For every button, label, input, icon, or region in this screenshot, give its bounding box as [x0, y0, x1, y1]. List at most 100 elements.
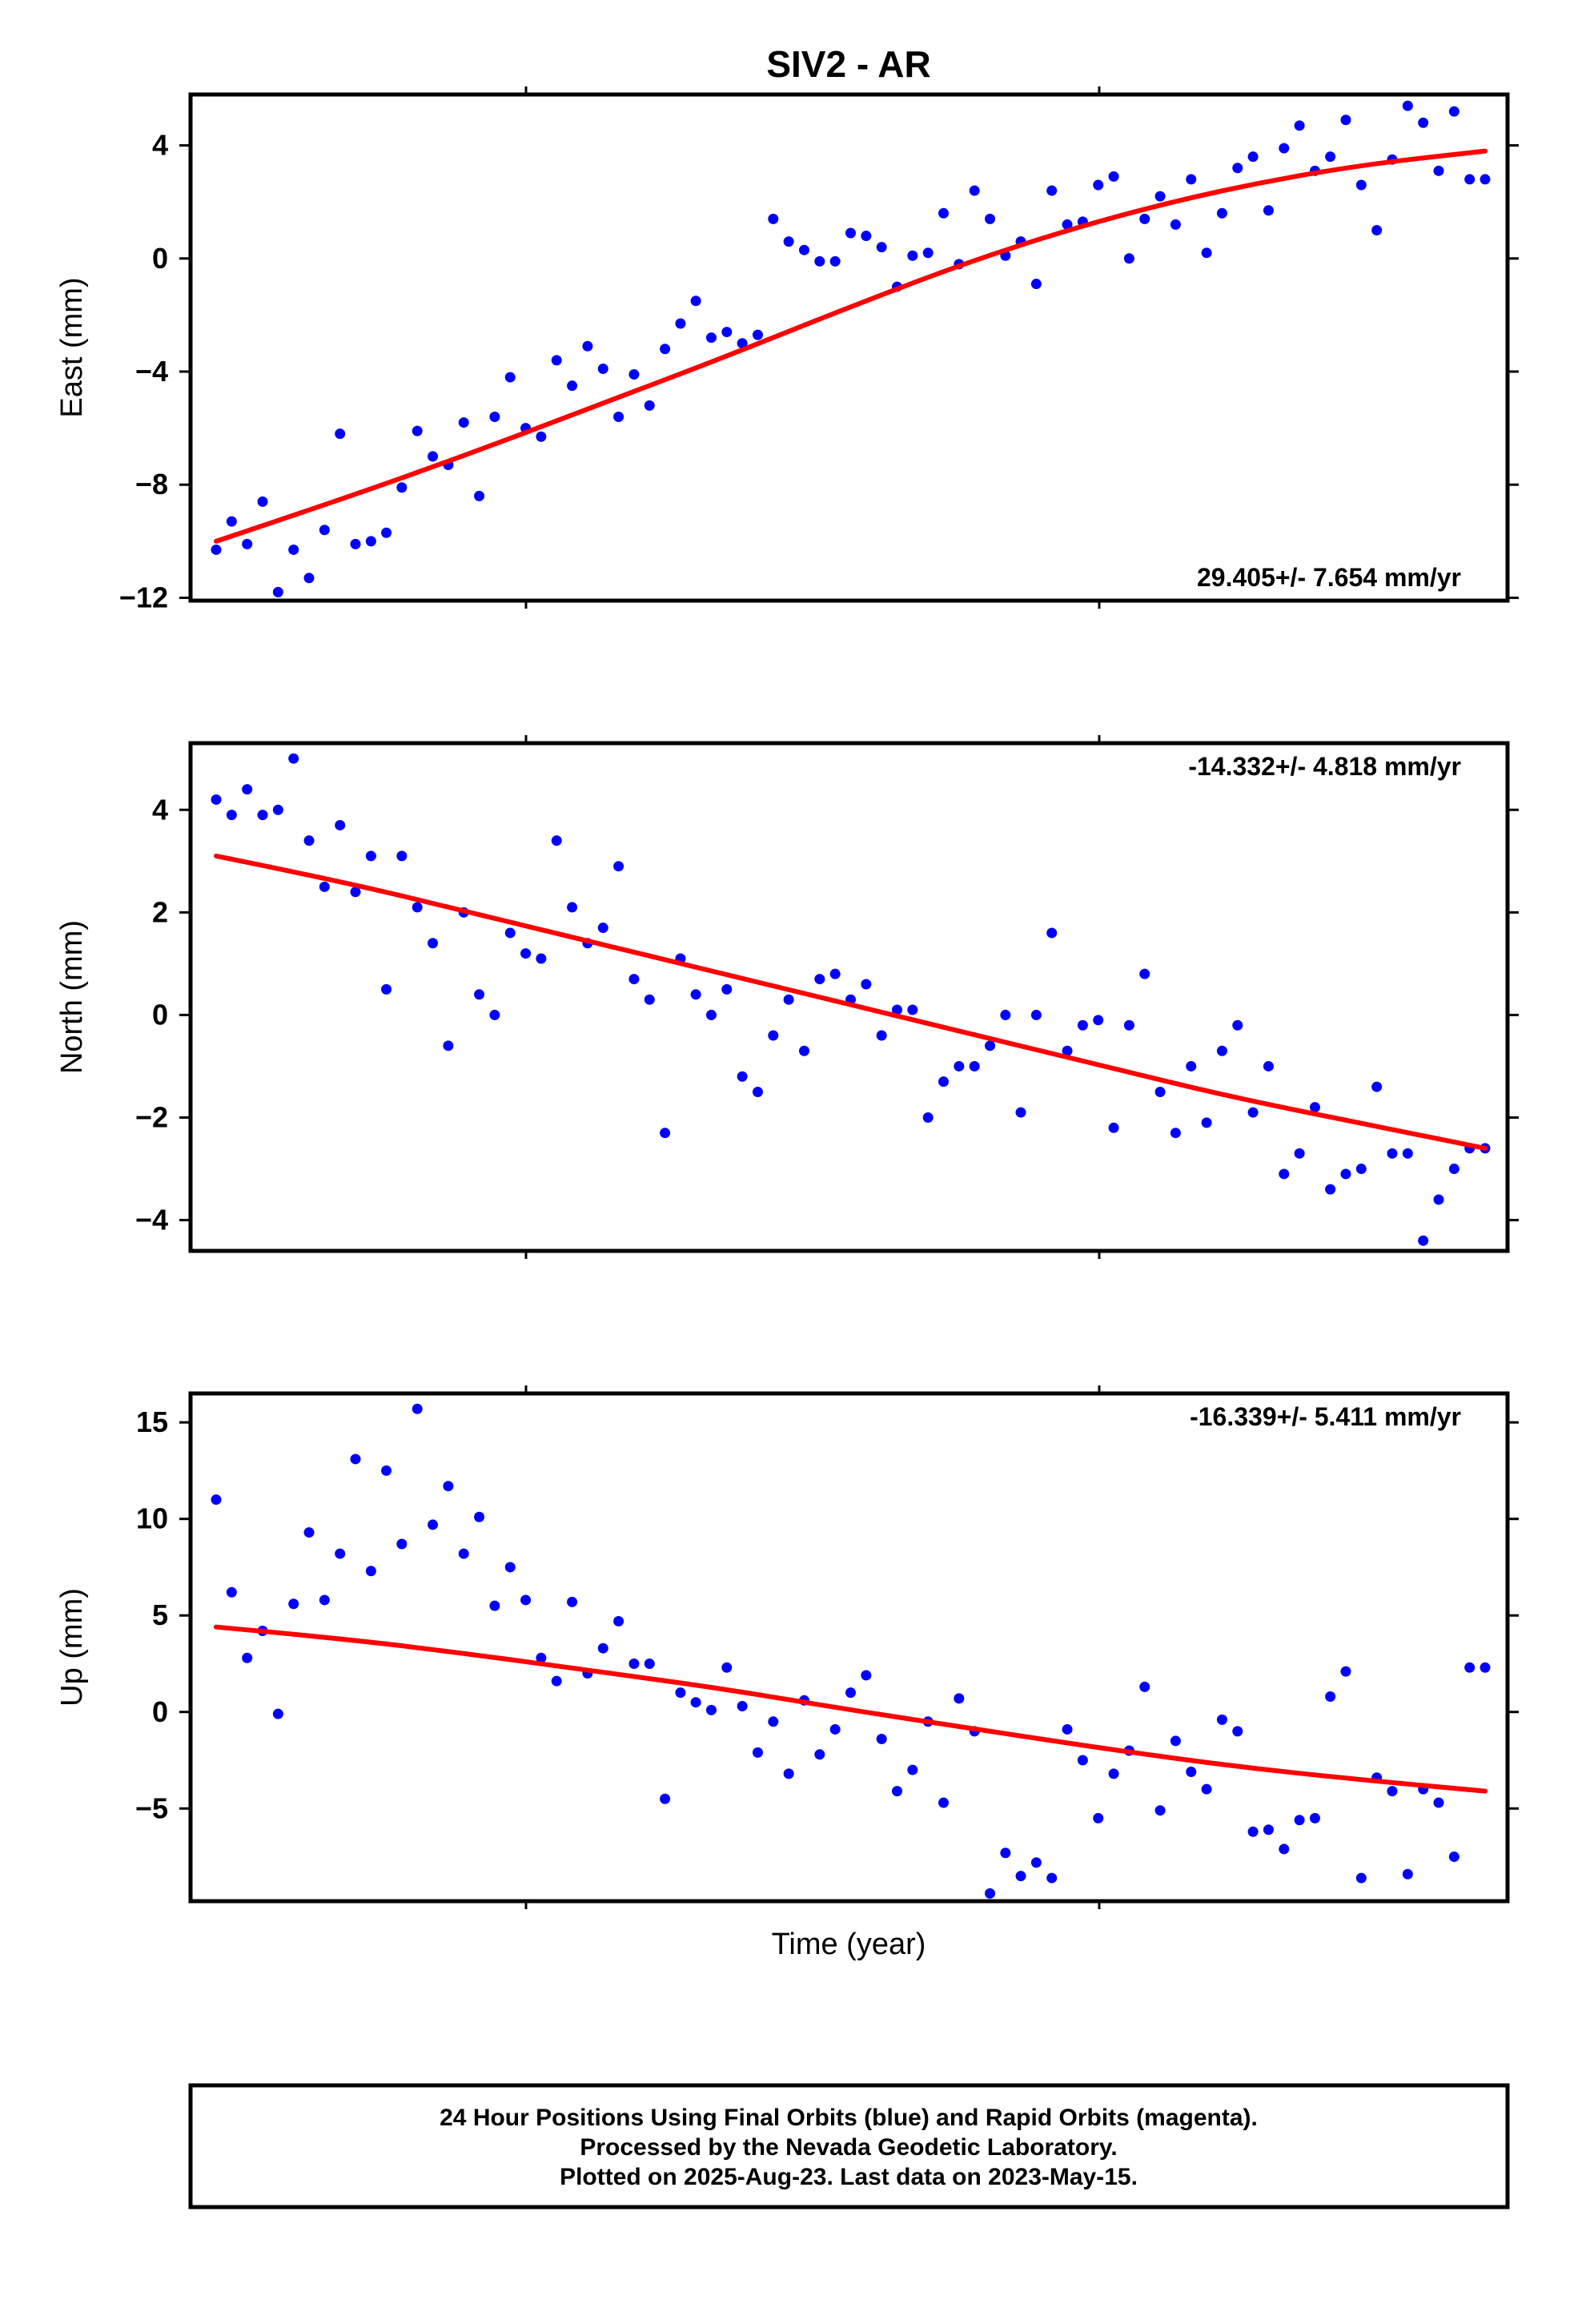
footer-box: 24 Hour Positions Using Final Orbits (bl…: [188, 2083, 1510, 2209]
east-data-point: [1170, 219, 1181, 230]
east-data-point: [907, 250, 918, 261]
east-data-point: [211, 544, 222, 555]
up-data-point: [675, 1687, 686, 1699]
north-data-point: [597, 923, 608, 934]
north-data-point: [1263, 1060, 1274, 1072]
north-data-point: [1418, 1235, 1429, 1246]
east-data-point: [1232, 163, 1243, 174]
east-data-point: [1355, 179, 1367, 191]
north-data-point: [288, 753, 299, 764]
up-data-point: [1480, 1662, 1491, 1673]
east-data-point: [551, 355, 562, 366]
east-data-point: [1480, 174, 1491, 185]
north-data-point: [504, 927, 516, 939]
north-data-point: [428, 938, 439, 949]
north-data-point: [412, 902, 423, 913]
north-data-point: [1294, 1148, 1305, 1159]
east-data-point: [536, 431, 547, 442]
north-data-point: [660, 1128, 671, 1139]
footer-line-2: Processed by the Nevada Geodetic Laborat…: [580, 2134, 1117, 2161]
north-data-point: [443, 1040, 454, 1051]
east-data-point: [1123, 253, 1134, 264]
north-plot-frame: [188, 741, 1510, 1253]
east-data-point: [1371, 224, 1383, 235]
east-data-point: [705, 332, 717, 344]
east-data-point: [242, 538, 253, 549]
north-data-point: [1170, 1128, 1181, 1139]
up-data-point: [1402, 1868, 1413, 1880]
north-data-point: [1247, 1107, 1259, 1118]
up-data-point: [1355, 1872, 1367, 1884]
up-plot-frame: [188, 1391, 1510, 1904]
up-data-point: [319, 1594, 330, 1606]
up-data-point: [737, 1701, 748, 1712]
up-data-point: [1000, 1848, 1011, 1859]
east-panel: 4 0 −4 −8 −12 East (mm) 29.405+/- 7.654 mm/yr: [55, 86, 1519, 613]
north-data-point: [1201, 1117, 1212, 1128]
north-data-point: [1077, 1019, 1088, 1031]
north-y-tick-label: −4: [135, 1204, 168, 1236]
up-data-point: [381, 1465, 392, 1476]
north-y-tick-label: −2: [135, 1100, 168, 1133]
up-data-point: [1340, 1666, 1351, 1677]
east-data-point: [350, 538, 361, 549]
north-data-point: [721, 983, 733, 995]
east-data-point: [721, 327, 733, 338]
up-data-point: [644, 1658, 655, 1669]
up-data-point: [1216, 1714, 1227, 1725]
north-data-point: [954, 1060, 965, 1072]
up-data-point: [829, 1723, 841, 1735]
up-data-point: [1309, 1812, 1320, 1823]
up-y-tick-label: 15: [136, 1405, 168, 1438]
east-y-tick-label: −12: [119, 581, 168, 613]
east-data-point: [1294, 120, 1305, 131]
up-data-point: [567, 1596, 578, 1607]
north-data-point: [350, 887, 361, 898]
north-data-point: [396, 850, 408, 862]
north-data-point: [969, 1060, 980, 1072]
east-data-point: [504, 372, 516, 383]
north-data-point: [907, 1004, 918, 1015]
east-data-point: [381, 527, 392, 538]
north-data-point: [1062, 1045, 1073, 1056]
north-data-point: [1123, 1019, 1134, 1031]
east-data-point: [226, 516, 237, 527]
north-data-point: [1325, 1184, 1336, 1195]
up-data-point: [752, 1747, 763, 1758]
up-data-point: [365, 1566, 376, 1577]
north-data-point: [876, 1030, 887, 1041]
up-data-point: [1030, 1857, 1042, 1868]
north-data-point: [705, 1009, 717, 1020]
east-data-point: [1263, 205, 1274, 216]
up-data-point: [211, 1494, 222, 1506]
east-data-point: [1418, 117, 1429, 128]
up-data-point: [1108, 1768, 1119, 1779]
east-data-point: [335, 428, 346, 440]
east-data-point: [768, 213, 779, 224]
east-data-point: [1464, 174, 1476, 185]
up-data-point: [303, 1527, 315, 1538]
up-y-tick-label: 10: [136, 1502, 168, 1535]
east-data-point: [365, 536, 376, 547]
east-data-point: [1201, 247, 1212, 259]
north-data-point: [1448, 1164, 1460, 1175]
north-data-point: [242, 784, 253, 795]
up-data-point: [938, 1797, 950, 1808]
north-data-point: [1046, 927, 1058, 939]
north-data-point: [319, 881, 330, 892]
east-data-point: [752, 329, 763, 340]
up-data-point: [845, 1687, 856, 1699]
up-data-point: [428, 1519, 439, 1530]
north-data-point: [1000, 1009, 1011, 1020]
up-data-point: [597, 1642, 608, 1654]
north-data-point: [737, 1071, 748, 1082]
north-data-point: [798, 1045, 809, 1056]
east-data-point: [1340, 115, 1351, 126]
up-panel: 15 10 5 0 −5 Up (mm) -16.339+/- 5.411 mm/yr: [55, 1385, 1519, 1909]
up-data-point: [412, 1403, 423, 1414]
east-data-point: [272, 586, 283, 597]
east-data-point: [613, 412, 624, 423]
east-data-point: [845, 227, 856, 239]
up-y-tick-label: 5: [152, 1598, 168, 1631]
up-data-point: [1186, 1766, 1197, 1777]
